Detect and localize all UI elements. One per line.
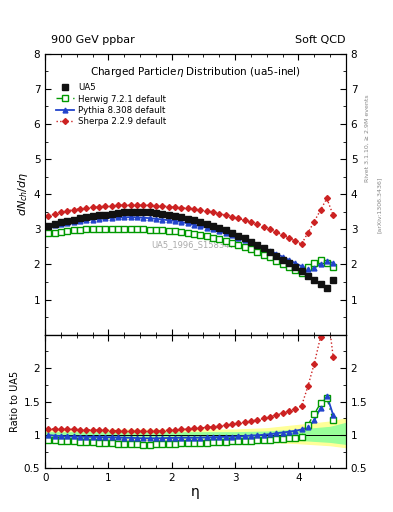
Text: Rivet 3.1.10, ≥ 2.9M events: Rivet 3.1.10, ≥ 2.9M events: [365, 94, 370, 182]
Text: Charged Particle$\eta$ Distribution (ua5-inel): Charged Particle$\eta$ Distribution (ua5…: [90, 65, 301, 79]
Text: Soft QCD: Soft QCD: [296, 35, 346, 45]
Legend: UA5, Herwig 7.2.1 default, Pythia 8.308 default, Sherpa 2.2.9 default: UA5, Herwig 7.2.1 default, Pythia 8.308 …: [55, 83, 166, 126]
X-axis label: η: η: [191, 485, 200, 499]
Y-axis label: $dN_{ch}/d\eta$: $dN_{ch}/d\eta$: [16, 172, 29, 217]
Text: UA5_1996_S1583476: UA5_1996_S1583476: [151, 240, 240, 249]
Y-axis label: Ratio to UA5: Ratio to UA5: [9, 371, 20, 432]
Text: [arXiv:1306.3436]: [arXiv:1306.3436]: [377, 177, 382, 233]
Text: 900 GeV ppbar: 900 GeV ppbar: [51, 35, 135, 45]
